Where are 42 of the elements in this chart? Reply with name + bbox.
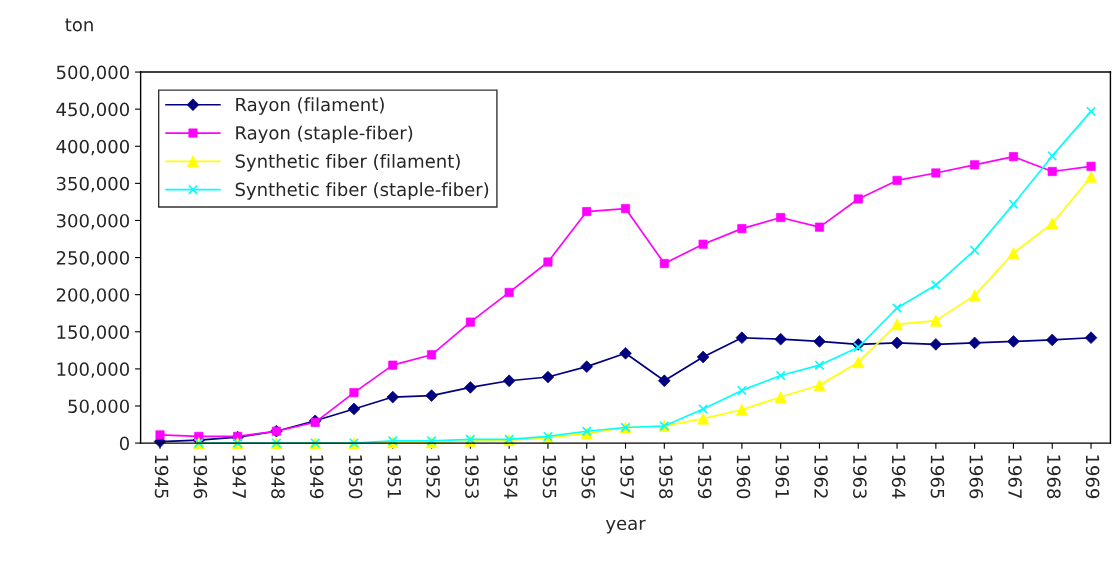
y-tick-label: 200,000	[56, 288, 129, 304]
y-tick-label: 400,000	[56, 139, 129, 156]
x-tick-label: 1959	[697, 455, 712, 499]
x-tick-label: 1961	[775, 455, 790, 498]
x-tick-label: 1957	[620, 455, 634, 498]
x-tick-label: 1964	[891, 455, 906, 499]
legend-label: Synthetic fiber (staple-fiber)	[235, 182, 489, 200]
x-tick-label: 1969	[1085, 455, 1100, 499]
x-tick-label: 1962	[814, 455, 828, 498]
x-tick-label: 1965	[930, 455, 945, 498]
x-tick-label: 1951	[387, 455, 402, 498]
y-tick-label: 300,000	[56, 213, 129, 230]
x-tick-label: 1954	[503, 455, 518, 499]
y-axis-title: ton	[65, 18, 93, 32]
y-tick-label: 450,000	[56, 102, 129, 119]
x-tick-label: 1950	[348, 455, 363, 499]
x-tick-label: 1966	[969, 455, 984, 499]
y-tick-label: 250,000	[56, 251, 129, 267]
x-tick-label: 1967	[1008, 455, 1022, 498]
x-tick-label: 1960	[736, 455, 751, 499]
x-tick-label: 1948	[271, 455, 285, 499]
x-tick-label: 1947	[232, 455, 247, 498]
y-tick-label: 50,000	[68, 399, 129, 415]
x-tick-label: 1956	[581, 455, 596, 499]
x-tick-label: 1968	[1046, 455, 1061, 499]
legend-label: Synthetic fiber (filament)	[235, 153, 460, 172]
x-tick-label: 1945	[154, 455, 169, 498]
y-tick-label: 350,000	[56, 176, 129, 193]
y-tick-label: 150,000	[57, 325, 129, 341]
y-tick-label: 0	[119, 436, 129, 451]
x-tick-label: 1949	[309, 455, 324, 499]
x-axis-title: year	[605, 519, 646, 534]
x-tick-label: 1958	[659, 455, 673, 499]
x-tick-label: 1953	[465, 455, 479, 498]
y-tick-label: 100,000	[57, 362, 129, 378]
legend-label: Rayon (staple-fiber)	[236, 125, 413, 144]
legend-label: Rayon (filament)	[236, 97, 384, 115]
x-tick-label: 1946	[193, 455, 208, 499]
x-tick-label: 1955	[542, 455, 557, 498]
x-tick-label: 1952	[426, 455, 440, 498]
y-tick-label: 500,000	[56, 65, 129, 82]
x-tick-label: 1963	[853, 455, 867, 498]
